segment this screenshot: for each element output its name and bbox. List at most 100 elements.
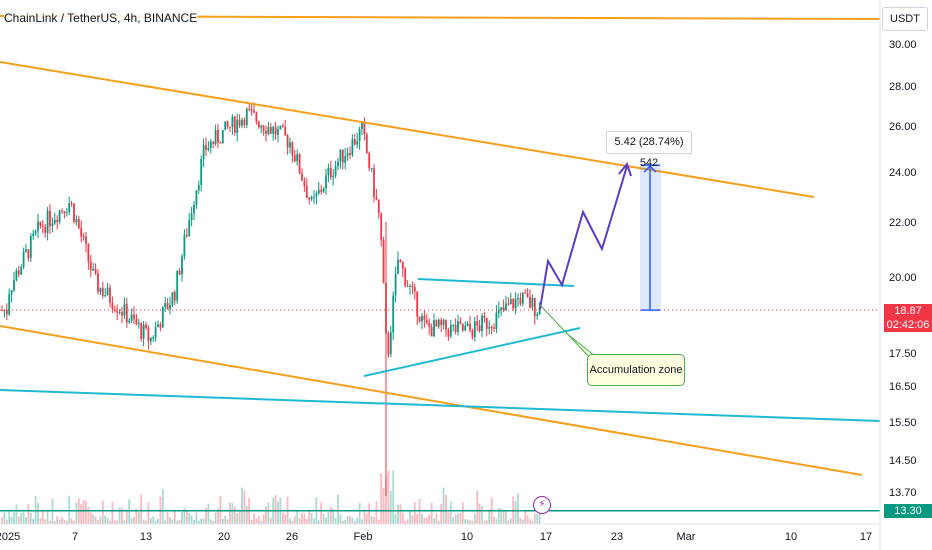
volume-bar — [507, 520, 510, 524]
y-tick-label: 26.00 — [889, 121, 917, 133]
candle-body — [433, 320, 435, 337]
candle-body — [34, 230, 37, 234]
candle-body — [231, 116, 234, 128]
volume-bar — [363, 508, 366, 524]
currency-selector[interactable]: USDT — [882, 7, 928, 31]
volume-bar — [500, 508, 503, 524]
candle-body — [32, 233, 35, 236]
lightning-icon[interactable]: ⚡ — [533, 496, 551, 514]
candle-body — [99, 287, 102, 292]
candle-body — [80, 228, 83, 237]
candle-body — [425, 319, 428, 323]
volume-bar — [531, 520, 534, 524]
candle-body — [531, 297, 534, 308]
candle-body — [481, 315, 483, 331]
volume-bar — [25, 517, 27, 524]
volume-bar — [123, 520, 126, 524]
candle-body — [346, 153, 349, 157]
candle-body — [243, 119, 246, 126]
volume-bar — [325, 517, 327, 524]
candle-body — [416, 291, 419, 317]
volume-bar — [37, 502, 39, 524]
volume-bar — [308, 510, 311, 524]
candle-body — [188, 220, 191, 236]
volume-bar — [461, 502, 464, 524]
volume-bar — [58, 519, 61, 524]
candle-body — [68, 203, 71, 213]
candle-body — [442, 319, 445, 326]
volume-bar — [80, 504, 83, 524]
volume-bar — [164, 520, 167, 524]
candle-body — [375, 196, 378, 200]
volume-bar — [109, 520, 111, 524]
candle-body — [217, 129, 219, 143]
candle-body — [147, 328, 150, 342]
volume-bar — [241, 487, 243, 524]
candle-body — [519, 298, 522, 304]
candle-body — [493, 327, 495, 329]
volume-bars — [1, 470, 541, 524]
candle-body — [56, 219, 59, 223]
volume-bar — [289, 518, 291, 524]
candle-body — [389, 332, 392, 355]
volume-bar — [370, 515, 373, 524]
candle-body — [10, 290, 13, 295]
candle-body — [269, 127, 272, 134]
candle-body — [245, 108, 248, 126]
candle-body — [178, 270, 181, 275]
candle-body — [517, 298, 519, 300]
x-tick-label: 10 — [461, 531, 473, 543]
volume-bar — [142, 519, 145, 524]
candle-body — [161, 307, 164, 328]
volume-bar — [356, 517, 359, 524]
volume-bar — [291, 520, 294, 524]
candle-body — [164, 303, 167, 308]
candle-body — [116, 310, 119, 313]
candle-body — [317, 189, 320, 194]
candle-body — [241, 119, 243, 126]
volume-bar — [361, 519, 363, 524]
candle-body — [121, 312, 123, 316]
candle-body — [406, 285, 409, 287]
y-tick-label: 16.50 — [889, 381, 917, 393]
candle-body — [111, 302, 114, 310]
candle-body — [154, 327, 157, 338]
candle-body — [392, 295, 395, 333]
candle-body — [125, 303, 128, 323]
candle-body — [279, 125, 282, 130]
candle-body — [262, 125, 265, 131]
candle-body — [430, 327, 433, 337]
candle-body — [413, 287, 416, 292]
candle-body — [39, 221, 42, 226]
volume-bar — [212, 520, 215, 524]
volume-bar — [433, 518, 435, 524]
volume-bar — [29, 512, 32, 524]
candle-body — [502, 307, 505, 311]
volume-bar — [125, 510, 128, 524]
volume-bar — [257, 515, 260, 524]
candle-body — [320, 189, 323, 192]
candle-body — [61, 210, 63, 212]
volume-bar — [409, 510, 411, 524]
candle-body — [277, 129, 279, 135]
measure-arrow — [643, 165, 657, 173]
candle-body — [106, 287, 109, 296]
candle-body — [260, 125, 263, 128]
volume-bar — [454, 514, 457, 524]
volume-bar — [22, 511, 25, 524]
chart-title: ChainLink / TetherUS, 4h, BINANCE — [4, 11, 198, 25]
candle-body — [97, 273, 99, 292]
volume-bar — [106, 517, 109, 524]
candle-body — [361, 122, 363, 129]
volume-bar — [341, 520, 344, 524]
candle-body — [253, 110, 255, 113]
level-price-badge: 13.30 — [884, 504, 932, 518]
volume-bar — [253, 513, 255, 524]
volume-bar — [97, 520, 99, 524]
candle-body — [25, 249, 27, 252]
volume-bar — [435, 513, 438, 524]
candle-body — [469, 323, 471, 331]
candle-body — [308, 197, 311, 200]
